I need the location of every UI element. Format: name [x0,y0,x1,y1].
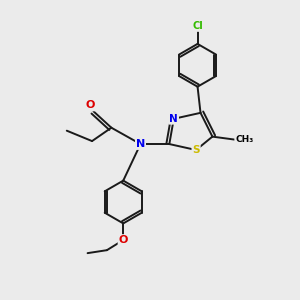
Text: S: S [192,145,200,155]
Text: O: O [118,235,128,245]
Text: N: N [169,114,178,124]
Text: N: N [136,139,145,149]
Text: O: O [85,100,94,110]
Text: Cl: Cl [192,21,203,31]
Text: CH₃: CH₃ [235,135,253,144]
